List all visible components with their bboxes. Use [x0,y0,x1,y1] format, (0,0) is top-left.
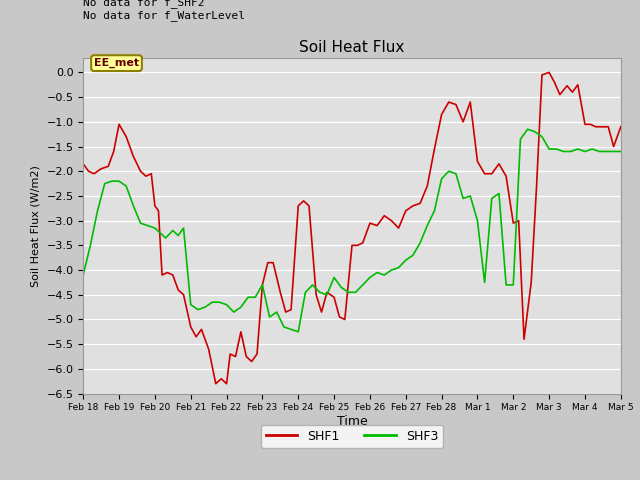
SHF3 [180,225,188,231]
SHF1 [137,168,145,174]
SHF3 [252,294,259,300]
SHF1 [276,289,284,295]
SHF1 [341,317,349,323]
SHF1 [617,124,625,130]
X-axis label: Time: Time [337,415,367,428]
Legend: SHF1, SHF3: SHF1, SHF3 [261,425,443,448]
SHF3 [259,282,266,288]
SHF1 [568,89,576,95]
SHF1 [545,70,553,75]
SHF3 [79,272,87,278]
SHF1 [212,381,220,386]
SHF3 [294,329,302,335]
Title: Soil Heat Flux: Soil Heat Flux [300,40,404,55]
SHF1 [180,292,188,298]
Y-axis label: Soil Heat Flux (W/m2): Soil Heat Flux (W/m2) [31,165,41,287]
Text: EE_met: EE_met [94,58,139,68]
SHF3 [316,289,324,295]
SHF3 [617,149,625,155]
Line: SHF1: SHF1 [83,72,621,384]
Line: SHF3: SHF3 [83,129,621,332]
SHF3 [380,272,388,278]
SHF1 [79,161,87,167]
SHF1 [147,171,155,177]
SHF3 [524,126,531,132]
SHF3 [301,289,309,295]
Text: No data for f_SHF2
No data for f_WaterLevel: No data for f_SHF2 No data for f_WaterLe… [83,0,245,21]
